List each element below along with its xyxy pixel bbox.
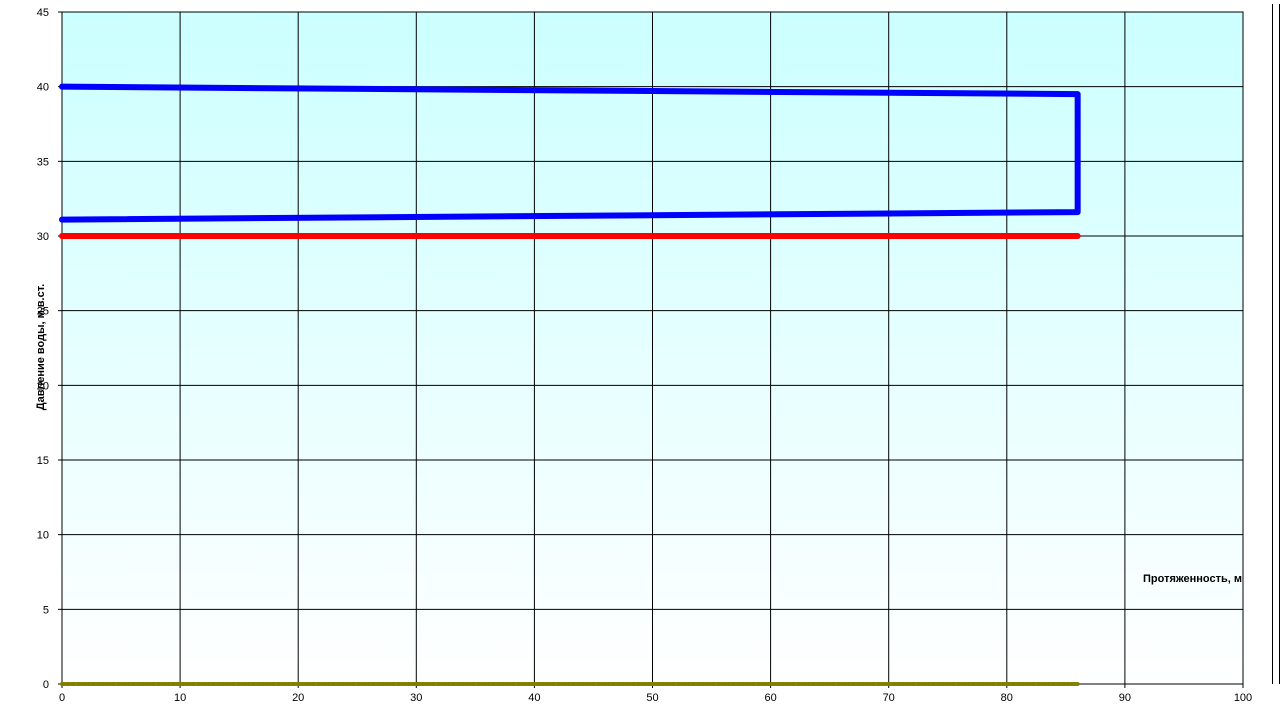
x-tick-labels: 0 10 20 30 40 50 60 70 80 90 100 <box>59 692 1252 704</box>
y-tick-label: 40 <box>37 82 49 94</box>
x-tick-label: 10 <box>174 692 186 704</box>
x-tick-label: 90 <box>1119 692 1131 704</box>
series-group <box>59 83 1081 686</box>
y-tick-label: 0 <box>43 679 49 691</box>
right-frame-edge <box>1272 4 1280 684</box>
y-tick-label: 25 <box>37 306 49 318</box>
x-tick-label: 40 <box>528 692 540 704</box>
y-tick-label: 20 <box>37 380 49 392</box>
y-tick-label: 15 <box>37 455 49 467</box>
y-tick-labels: 0 5 10 15 20 25 30 35 40 45 <box>37 7 49 691</box>
x-tick-label: 50 <box>646 692 658 704</box>
y-tick-label: 30 <box>37 231 49 243</box>
x-tick-label: 20 <box>292 692 304 704</box>
y-tick-label: 45 <box>37 7 49 19</box>
x-tick-label: 70 <box>883 692 895 704</box>
y-tick-label: 10 <box>37 530 49 542</box>
y-tick-label: 35 <box>37 156 49 168</box>
x-tick-label: 60 <box>764 692 776 704</box>
x-tick-label: 30 <box>410 692 422 704</box>
x-tick-label: 0 <box>59 692 65 704</box>
x-tick-label: 100 <box>1234 692 1252 704</box>
x-axis-title: Протяженность, м <box>1143 573 1242 585</box>
series-line-1 <box>59 83 1081 223</box>
y-axis-title: Давление воды, м.в.ст. <box>35 284 47 410</box>
y-tick-label: 5 <box>43 604 49 616</box>
x-tick-label: 80 <box>1001 692 1013 704</box>
